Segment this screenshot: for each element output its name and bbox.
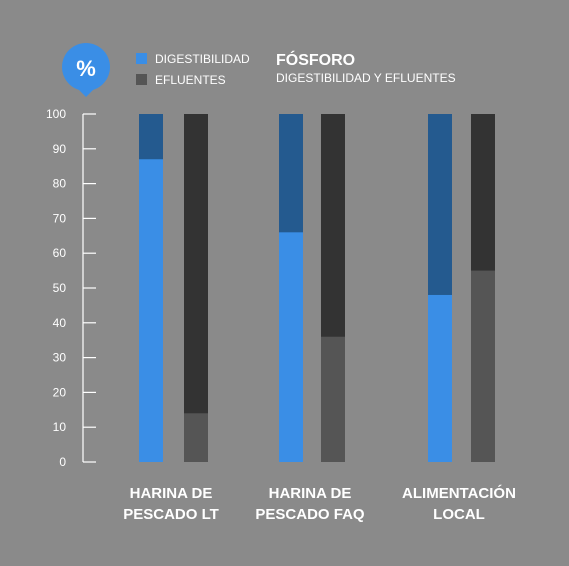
legend-label-efluentes: EFLUENTES (155, 73, 226, 87)
bar-efluentes-background (184, 114, 208, 462)
badge-symbol: % (76, 56, 96, 81)
x-category-label: LOCAL (433, 506, 485, 523)
y-tick-label: 100 (46, 107, 66, 121)
chart-title: FÓSFORO (276, 50, 355, 69)
bar-efluentes (321, 336, 345, 462)
y-tick-label: 10 (53, 420, 67, 434)
percent-badge: % (62, 43, 110, 97)
bar-digestibilidad (428, 294, 452, 462)
legend-swatch-digestibilidad (136, 53, 147, 64)
bars (139, 114, 495, 463)
x-axis-labels: HARINA DE PESCADO LT HARINA DE PESCADO FAQ A… (123, 484, 516, 523)
bar-efluentes (471, 270, 495, 462)
bar-efluentes (184, 413, 208, 462)
y-tick-label: 40 (53, 316, 67, 330)
y-tick-label: 60 (53, 246, 67, 260)
legend-label-digestibilidad: DIGESTIBILIDAD (155, 52, 250, 66)
bar-digestibilidad (139, 159, 163, 463)
badge-pointer (78, 89, 94, 97)
legend: DIGESTIBILIDAD EFLUENTES (136, 52, 250, 87)
x-category-label: HARINA DE (130, 485, 213, 502)
y-tick-label: 90 (53, 142, 67, 156)
x-category-label: ALIMENTACIÓN (402, 484, 516, 502)
y-axis-ticks: 0 10 20 30 40 50 60 70 80 90 100 (46, 107, 96, 469)
legend-swatch-efluentes (136, 74, 147, 85)
y-tick-label: 70 (53, 211, 67, 225)
x-category-label: PESCADO LT (123, 506, 219, 523)
y-tick-label: 50 (53, 281, 67, 295)
chart-subtitle: DIGESTIBILIDAD Y EFLUENTES (276, 71, 456, 85)
y-tick-label: 0 (59, 455, 66, 469)
y-tick-label: 20 (53, 385, 67, 399)
y-tick-label: 30 (53, 351, 67, 365)
y-tick-label: 80 (53, 177, 67, 191)
bar-digestibilidad (279, 232, 303, 462)
x-category-label: PESCADO FAQ (255, 506, 365, 523)
x-category-label: HARINA DE (269, 485, 352, 502)
badge-circle (62, 43, 110, 91)
